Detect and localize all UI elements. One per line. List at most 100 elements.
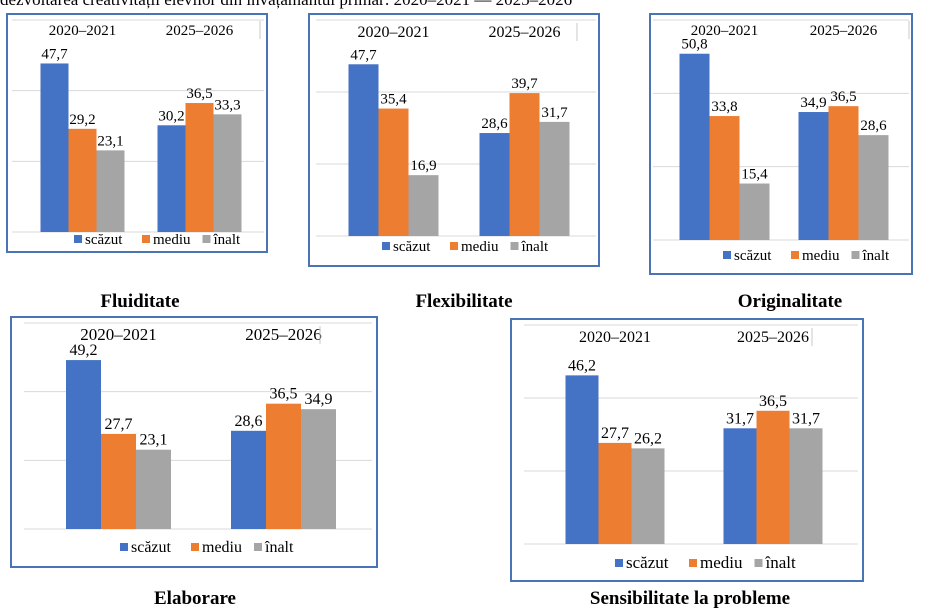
bar-scazut	[565, 375, 599, 544]
bar-scazut	[479, 133, 510, 236]
chart-svg-fluiditate: 2020–2021 47,7 29,223,1 2025–2026 30,236,533…	[12, 19, 264, 248]
data-label: 34,9	[800, 95, 826, 111]
bar-inalt	[213, 114, 242, 232]
bar-mediu	[709, 116, 740, 240]
category-label: 2025–2026	[166, 23, 234, 39]
bar-mediu	[266, 403, 301, 529]
legend-label: înalt	[862, 248, 890, 264]
category-label: 2020–2021	[80, 325, 157, 344]
data-label: 29,2	[69, 112, 95, 128]
bar-inalt	[858, 135, 889, 240]
legend-label: scăzut	[734, 248, 772, 264]
data-label: 34,9	[305, 391, 333, 408]
legend-swatch-inalt	[510, 242, 519, 250]
data-label: 28,6	[481, 116, 508, 132]
bar-inalt	[96, 150, 125, 232]
data-label: 36,5	[270, 386, 298, 403]
bar-inalt	[631, 448, 665, 544]
legend-swatch-inalt	[202, 235, 211, 243]
bar-scazut	[723, 428, 757, 544]
caption-sensibilitate: Sensibilitate la probleme	[589, 588, 791, 609]
chart-panel-fluiditate: 2020–2021 47,7 29,2 23,1 2025–2026 30,2 36,5 33…	[6, 13, 268, 253]
bar-inalt	[539, 121, 570, 236]
legend-label: înalt	[765, 553, 796, 572]
data-label: 23,1	[97, 133, 123, 149]
category-label: 2025–2026	[810, 23, 878, 39]
data-label: 33,8	[711, 99, 737, 115]
bar-mediu	[101, 433, 136, 529]
legend-swatch-mediu	[142, 235, 150, 243]
category-label: 2025–2026	[489, 24, 561, 41]
bar-mediu	[185, 103, 214, 233]
legend-label: mediu	[153, 232, 191, 248]
data-label: 26,2	[634, 430, 662, 447]
chart-panel-elaborare: 2020–2021 49,2 27,7 23,1 2025–2026 28,6 36,5 34…	[10, 316, 378, 568]
chart-panel-flexibilitate: 2020–2021 47,7 35,4 16,9 2025–2026 28,6 39,7 31…	[308, 13, 600, 267]
data-label: 28,6	[235, 413, 263, 430]
data-label: 23,1	[140, 432, 168, 449]
bar-inalt	[408, 175, 439, 236]
legend-swatch-mediu	[450, 242, 458, 250]
data-label: 30,2	[158, 108, 184, 124]
chart-svg-flexibilitate: 2020–2021 47,7 35,4 16,9 2025–2026 28,6 39,731…	[316, 19, 596, 255]
category-label: 2025–2026	[245, 325, 322, 344]
caption-originalitate: Originalitate	[737, 291, 843, 312]
chart-panel-sensibilitate: 2020–2021 46,2 27,7 26,2 2025–2026 31,7 36,5 31…	[510, 318, 864, 582]
legend-label: mediu	[802, 248, 840, 264]
category-label: 2020–2021	[358, 24, 430, 41]
bar-scazut	[679, 53, 710, 240]
data-label: 31,7	[792, 410, 820, 427]
chart-panel-originalitate: 2020–2021 50,8 33,8 15,4 2025–2026 34,9 36,5 28…	[649, 13, 913, 275]
bar-scazut	[798, 112, 829, 240]
legend-swatch-inalt	[754, 559, 763, 567]
bar-scazut	[157, 125, 186, 232]
data-label: 49,2	[70, 342, 98, 359]
data-label: 50,8	[681, 37, 707, 53]
legend-label: mediu	[700, 553, 743, 572]
category-label: 2020–2021	[49, 23, 117, 39]
data-label: 16,9	[410, 158, 436, 174]
legend-swatch-scazut	[382, 242, 390, 250]
bar-mediu	[68, 128, 97, 232]
legend-label: înalt	[264, 539, 294, 556]
bar-inalt	[789, 428, 823, 544]
legend-label: înalt	[213, 232, 241, 248]
header-fragment: dezvoltarea creativității elevilor din î…	[0, 0, 930, 10]
data-label: 36,5	[830, 89, 856, 105]
legend-swatch-mediu	[689, 559, 697, 567]
caption-elaborare: Elaborare	[154, 588, 236, 609]
legend-label: scăzut	[131, 539, 172, 556]
data-label: 47,7	[41, 46, 68, 62]
bar-scazut	[66, 360, 101, 529]
legend-swatch-scazut	[615, 559, 623, 567]
bar-mediu	[509, 93, 540, 236]
legend-label: scăzut	[626, 553, 669, 572]
legend-label: scăzut	[85, 232, 123, 248]
bar-scazut	[40, 63, 69, 233]
data-label: 28,6	[860, 118, 887, 134]
data-label: 39,7	[511, 76, 538, 92]
category-label: 2025–2026	[737, 329, 809, 346]
data-label: 46,2	[568, 357, 596, 374]
data-label: 27,7	[105, 416, 133, 433]
bar-mediu	[828, 106, 859, 241]
legend-label: mediu	[202, 539, 242, 556]
chart-svg-sensibilitate: 2020–2021 46,2 27,7 26,2 2025–2026 31,7 36,5 31…	[524, 324, 858, 572]
data-label: 27,7	[601, 425, 629, 442]
bar-mediu	[598, 442, 632, 544]
legend-swatch-scazut	[120, 543, 128, 551]
bar-mediu	[378, 108, 409, 236]
bar-mediu	[756, 410, 790, 544]
data-label: 36,5	[186, 86, 212, 102]
bar-scazut	[348, 64, 379, 236]
legend-label: scăzut	[393, 239, 431, 255]
category-label: 2020–2021	[691, 23, 759, 39]
legend-swatch-mediu	[791, 251, 799, 259]
bar-inalt	[136, 449, 171, 529]
data-label: 15,4	[741, 167, 768, 183]
data-label: 31,7	[726, 410, 754, 427]
data-label: 35,4	[380, 92, 407, 108]
data-label: 33,3	[214, 97, 240, 113]
